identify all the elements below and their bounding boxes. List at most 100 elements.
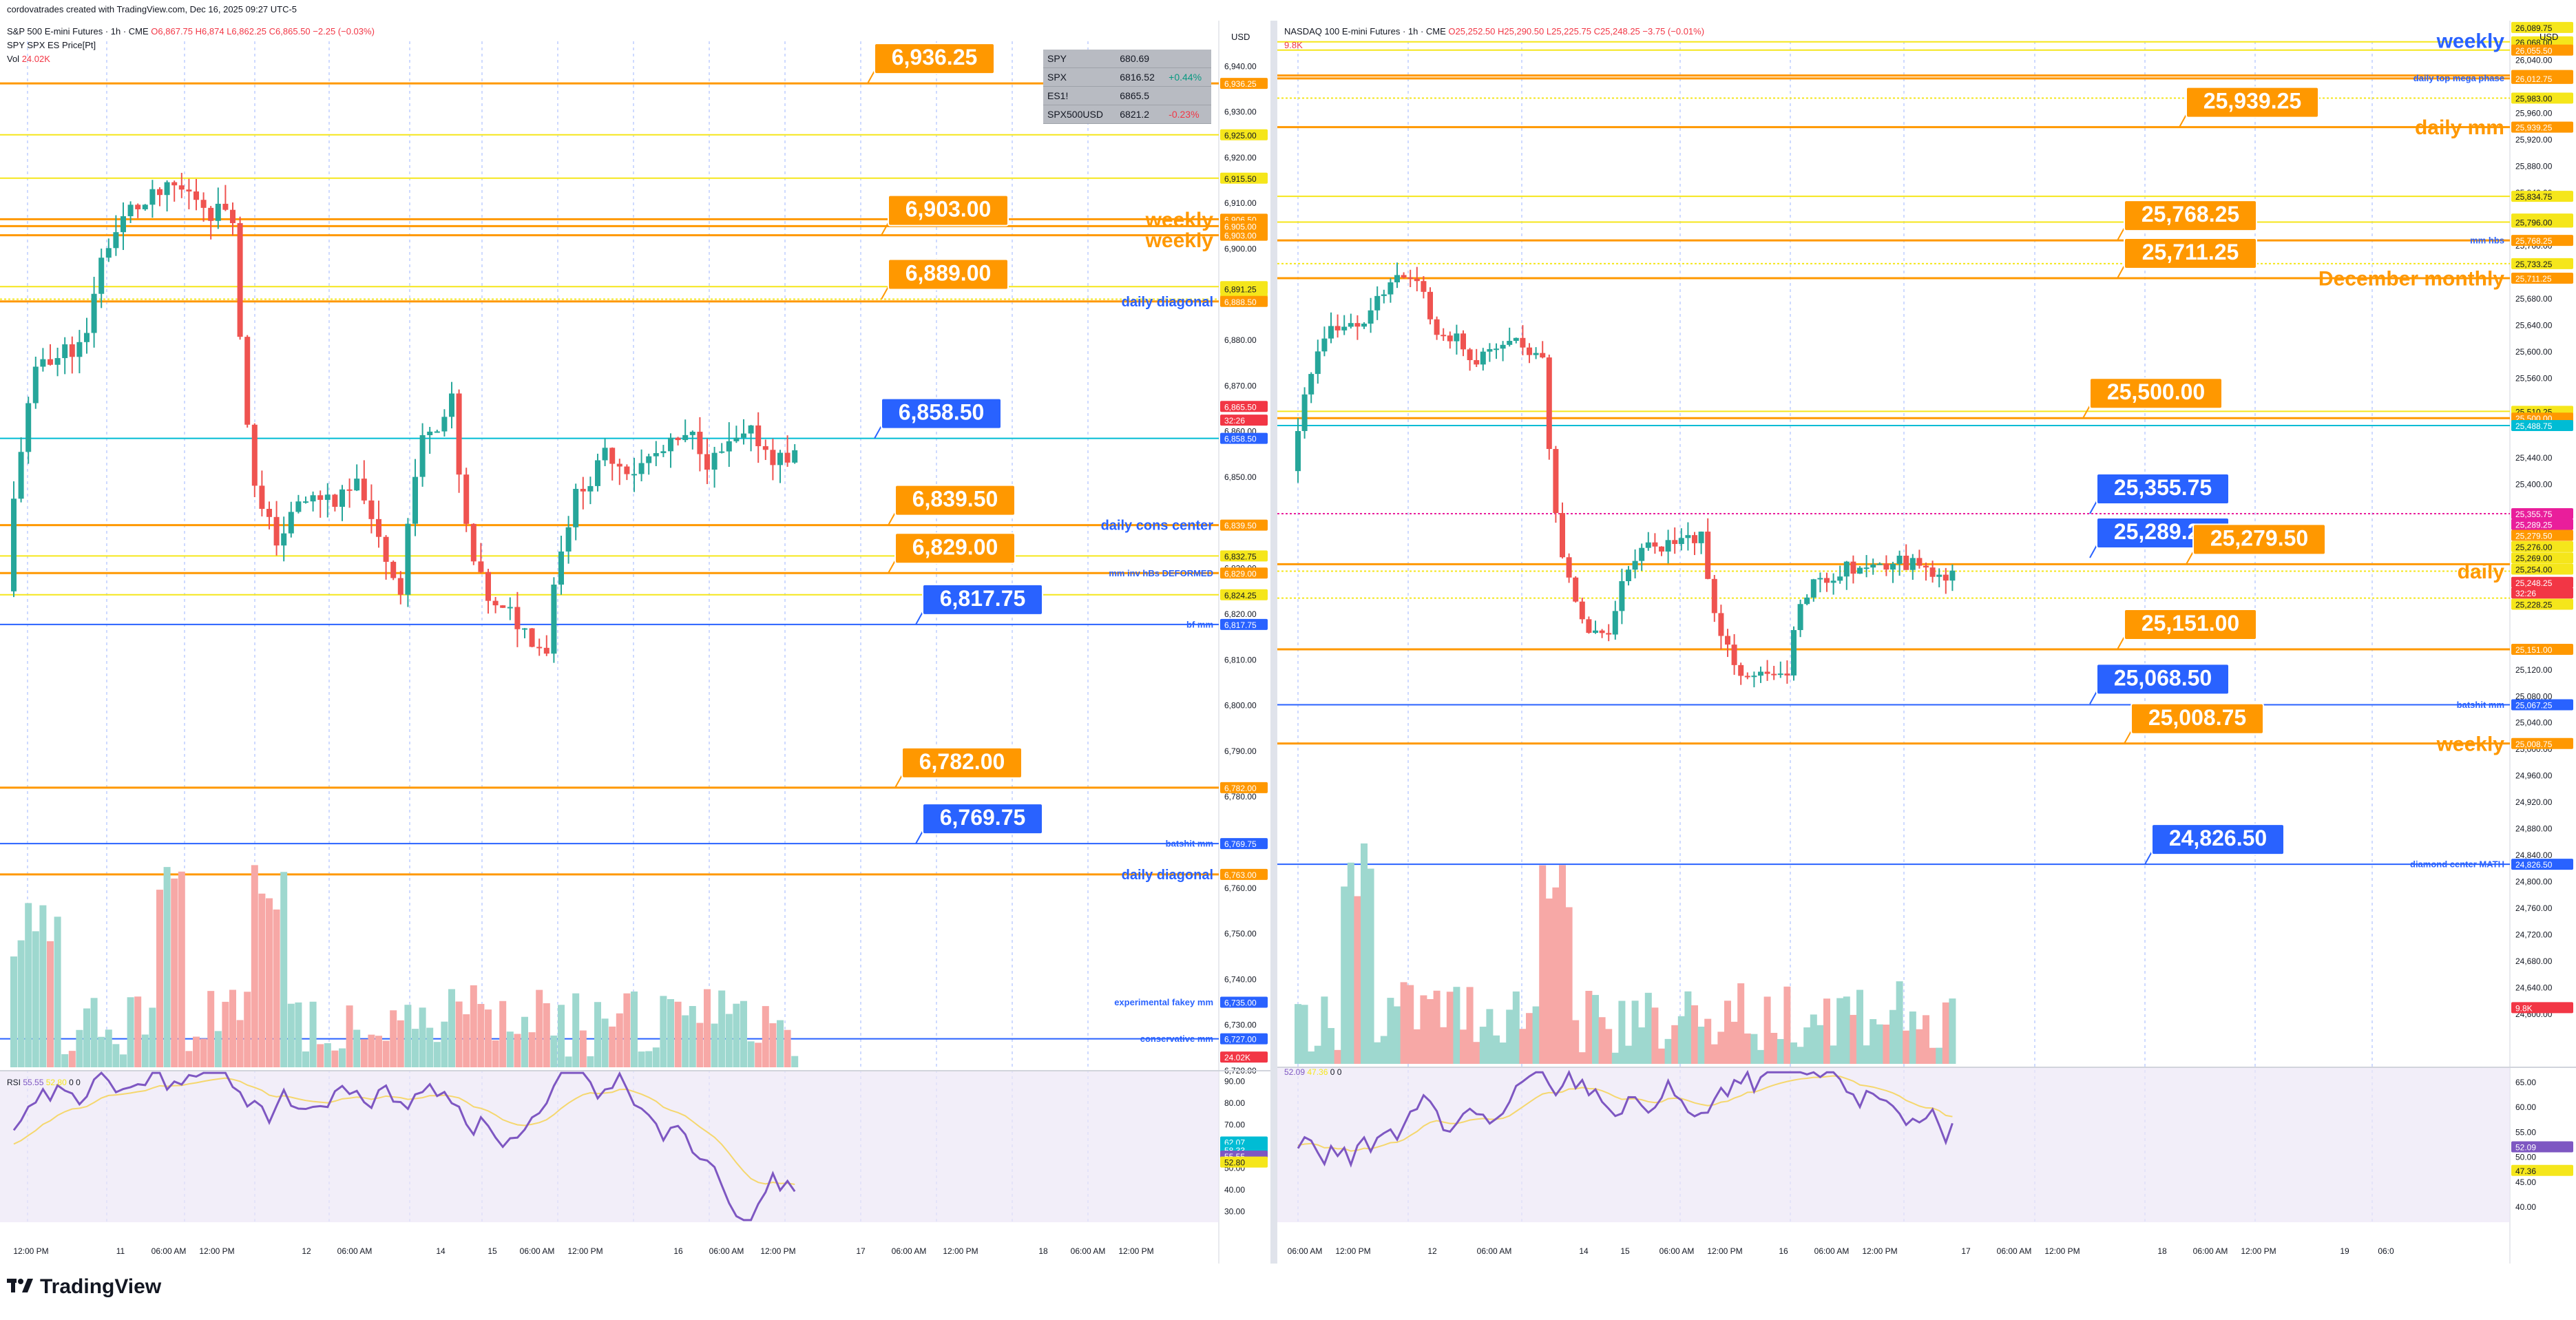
right-symbol-title: NASDAQ 100 E-mini Futures · 1h · CME — [1284, 26, 1446, 36]
rsi-axis-tag — [2511, 1141, 2573, 1153]
volume-bar — [1598, 1017, 1606, 1064]
candle-body — [456, 393, 462, 475]
price-callout-box — [894, 484, 1016, 516]
candle-body — [1804, 597, 1810, 605]
candle-body — [1560, 513, 1565, 558]
price-axis-tag — [2511, 235, 2573, 247]
watchlist-row[interactable]: SPX 6816.52 +0.44% — [1043, 67, 1211, 87]
volume-bar — [579, 1030, 587, 1067]
left-volume-legend[interactable]: Vol 24.02K — [7, 54, 50, 64]
price-axis-tag-text: 6,769.75 — [1224, 839, 1257, 849]
candle-body — [1672, 540, 1678, 545]
tradingview-logo[interactable]: TradingView — [7, 1275, 161, 1299]
candle-body — [251, 424, 258, 486]
right-symbol-legend[interactable]: NASDAQ 100 E-mini Futures · 1h · CME O25… — [1284, 26, 1704, 36]
price-axis-tag — [1220, 1051, 1268, 1063]
right-rsi-value: 52.09 — [1284, 1067, 1306, 1077]
candle-body — [1533, 353, 1539, 355]
watchlist-price: 6816.52 — [1116, 67, 1165, 87]
time-axis-tick: 06:0 — [2378, 1246, 2394, 1256]
volume-bar — [616, 1013, 623, 1067]
callout-pointer — [915, 830, 923, 844]
watchlist-row[interactable]: SPX500USD 6821.2 -0.23% — [1043, 105, 1211, 124]
level-label: weekly — [1145, 229, 1214, 252]
candle-body — [98, 258, 105, 294]
level-label: mm inv hBs DEFORMED — [1109, 568, 1213, 578]
left-rsi-lower: 0 — [76, 1078, 81, 1087]
time-axis-tick: 06:00 AM — [151, 1246, 187, 1256]
callout-pointer — [2186, 551, 2194, 565]
watchlist-row[interactable]: ES1! 6865.5 — [1043, 86, 1211, 105]
watchlist-symbol: ES1! — [1043, 86, 1116, 105]
price-axis-tick: 25,440.00 — [2515, 453, 2553, 463]
volume-bar — [594, 1002, 601, 1067]
price-axis-tick: 6,740.00 — [1224, 974, 1257, 984]
right-rsi-legend[interactable]: 52.09 47.36 0 0 — [1284, 1067, 1341, 1077]
right-open: O25,252.50 — [1448, 26, 1496, 36]
right-chart-canvas[interactable]: 26,040.00 25,960.00 25,920.00 25,880.00 25,8… — [1277, 21, 2576, 1264]
rsi-axis-tick: 90.00 — [1224, 1077, 1245, 1087]
time-axis-tick: 06:00 AM — [2193, 1246, 2228, 1256]
volume-bar — [1803, 1027, 1811, 1064]
price-axis-tag-text: 6,727.00 — [1224, 1035, 1257, 1045]
candle-body — [1731, 645, 1737, 665]
left-overlay-legend[interactable]: SPY SPX ES Price[Pt] — [7, 40, 96, 50]
candle-body — [660, 451, 667, 454]
candle-body — [792, 450, 798, 463]
left-currency-label: USD — [1231, 32, 1250, 42]
candle-body — [653, 453, 659, 457]
level-label: conservative mm — [1140, 1034, 1213, 1044]
watchlist-table[interactable]: SPY 680.69 SPX 6816.52 +0.44% ES1! 6865.5 SPX50… — [1043, 50, 1211, 124]
price-axis-tick: 6,820.00 — [1224, 609, 1257, 619]
candle-body — [69, 344, 75, 357]
price-axis-tick: 26,040.00 — [2515, 56, 2553, 65]
price-callout-text: 6,839.50 — [912, 487, 998, 512]
level-label: daily — [2458, 561, 2505, 583]
volume-bar — [1923, 1015, 1929, 1064]
volume-bar — [1361, 843, 1368, 1064]
level-label: diamond center MATH — [2410, 859, 2504, 870]
price-axis-tag — [2511, 1002, 2573, 1014]
volume-bar — [1433, 990, 1441, 1064]
left-symbol-legend[interactable]: S&P 500 E-mini Futures · 1h · CME O6,867… — [7, 26, 375, 36]
right-chart-pane[interactable]: 26,040.00 25,960.00 25,920.00 25,880.00 25,8… — [1277, 21, 2576, 1264]
candle-body — [1876, 563, 1883, 565]
candle-body — [1903, 556, 1909, 570]
callout-pointer — [894, 775, 903, 788]
volume-bar — [1710, 1044, 1718, 1064]
volume-bar — [360, 1039, 368, 1067]
candle-body — [762, 446, 768, 450]
candle-body — [631, 474, 637, 476]
candle-body — [1797, 604, 1803, 631]
price-axis-tag-text: 6,839.50 — [1224, 521, 1257, 531]
volume-bar — [185, 1051, 193, 1067]
candle-body — [1527, 347, 1532, 355]
left-chart-pane[interactable]: 6,940.00 6,930.00 6,920.00 6,910.00 6,900.00… — [0, 21, 1270, 1264]
left-change: −2.25 (−0.03%) — [313, 26, 375, 36]
candle-body — [1777, 673, 1783, 675]
left-rsi-legend[interactable]: RSI 55.55 52.80 0 0 — [7, 1078, 81, 1087]
volume-bar — [1929, 1047, 1936, 1064]
candle-body — [1520, 337, 1526, 348]
candle-body — [266, 508, 272, 517]
watchlist-row[interactable]: SPY 680.69 — [1043, 50, 1211, 68]
price-axis-tag-text: 25,355.75 — [2515, 510, 2553, 519]
price-axis-tag-text: 32:26 — [1224, 416, 1245, 426]
volume-bar — [90, 998, 98, 1067]
pane-divider[interactable] — [1270, 21, 1277, 1264]
candle-body — [609, 448, 616, 464]
right-volume-legend[interactable]: 9.8K — [1284, 40, 1303, 50]
rsi-axis-tick: 40.00 — [1224, 1185, 1245, 1195]
candle-body — [361, 479, 367, 501]
volume-bar — [1697, 1026, 1705, 1064]
candle-body — [1354, 323, 1361, 327]
candle-body — [1784, 673, 1790, 675]
volume-bar — [769, 1023, 777, 1067]
candle-body — [427, 431, 433, 435]
volume-bar — [390, 1010, 397, 1067]
left-chart-canvas[interactable]: 6,940.00 6,930.00 6,920.00 6,910.00 6,900.00… — [0, 21, 1270, 1264]
level-label: daily mm — [2415, 116, 2504, 139]
price-callout-box — [2096, 472, 2230, 505]
callout-pointer — [881, 286, 889, 300]
price-axis-tag-text: 6,782.00 — [1224, 784, 1257, 793]
